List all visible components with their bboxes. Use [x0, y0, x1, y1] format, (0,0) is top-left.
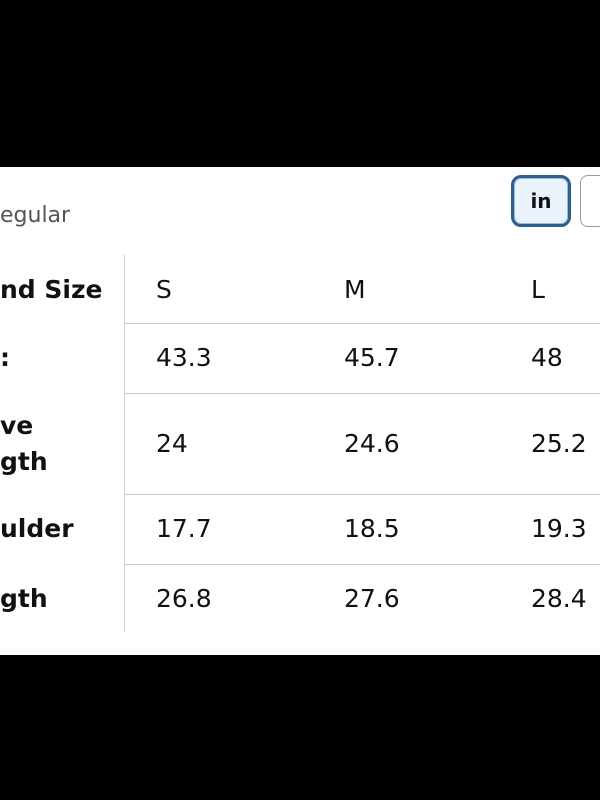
size-value: 48: [531, 343, 563, 372]
row-label: ve: [0, 411, 34, 440]
size-value: 45.7: [344, 343, 400, 372]
size-header: S: [156, 275, 172, 304]
size-value: 24: [156, 429, 188, 458]
size-header: M: [344, 275, 366, 304]
unit-toggle-in[interactable]: in: [511, 175, 571, 227]
unit-toggle-other[interactable]: [580, 175, 600, 227]
size-value: 19.3: [531, 514, 587, 543]
size-value: 25.2: [531, 429, 587, 458]
column-divider: [124, 255, 125, 632]
size-value: 26.8: [156, 584, 212, 613]
row-label: :: [0, 343, 10, 372]
size-value: 28.4: [531, 584, 587, 613]
row-header-label: nd Size: [0, 275, 103, 304]
row-divider: [124, 393, 600, 394]
size-value: 18.5: [344, 514, 400, 543]
size-header: L: [531, 275, 545, 304]
row-divider: [124, 564, 600, 565]
row-divider: [124, 494, 600, 495]
size-value: 24.6: [344, 429, 400, 458]
row-label: gth: [0, 447, 48, 476]
size-value: 43.3: [156, 343, 212, 372]
row-label: gth: [0, 584, 48, 613]
row-divider: [124, 323, 600, 324]
fit-filter[interactable]: egular: [0, 203, 71, 228]
size-value: 27.6: [344, 584, 400, 613]
size-chart-panel: egular in nd Size S M L: 43.3 45.7 48 ve gth 24 24…: [0, 167, 600, 655]
size-value: 17.7: [156, 514, 212, 543]
row-label: ulder: [0, 514, 74, 543]
